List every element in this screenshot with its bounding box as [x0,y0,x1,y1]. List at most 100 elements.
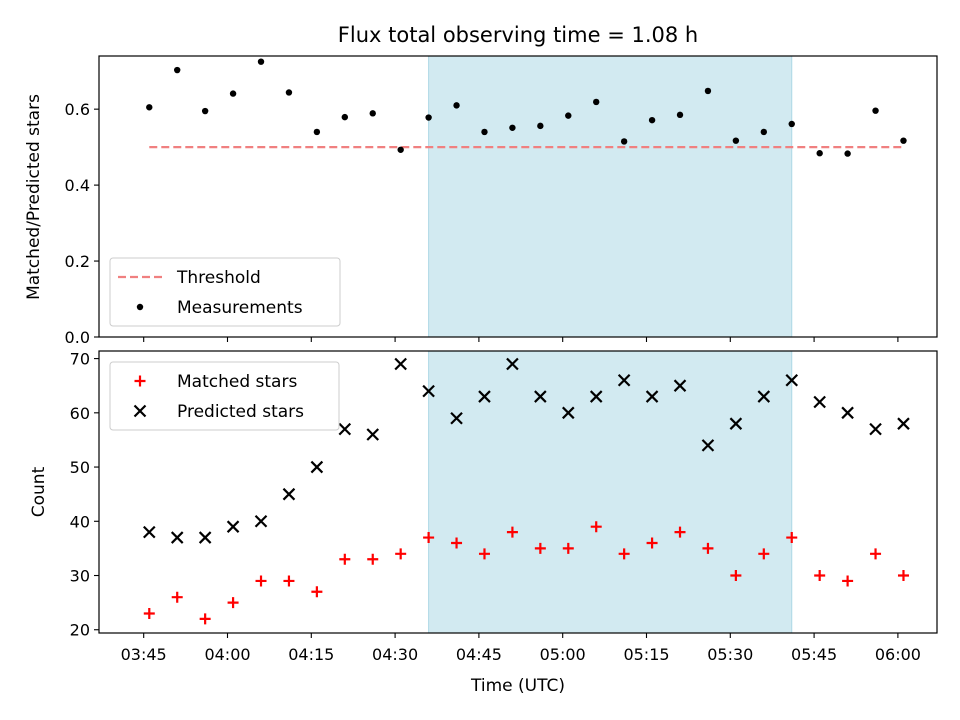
y-tick-label: 60 [70,404,90,423]
predicted-stars-point [617,374,631,387]
measurements-point [369,110,376,117]
predicted-stars-point [170,531,184,544]
x-tick-label: 05:15 [623,645,669,664]
chart-title: Flux total observing time = 1.08 h [338,23,698,47]
predicted-stars-point [589,390,603,403]
predicted-stars-point [198,531,212,544]
x-tick-label: 04:15 [288,645,334,664]
measurements-point [313,128,321,136]
measurements-point [425,114,432,121]
x-tick-label: 03:45 [121,645,167,664]
predicted-stars-point [785,374,799,387]
bottom-legend: Matched stars Predicted stars [109,361,340,431]
matched-stars-point [367,553,379,565]
matched-stars-point [339,553,351,565]
predicted-stars-point [450,411,463,425]
bottom-y-axis-label: Count [29,466,49,517]
measurements-point [732,137,740,144]
legend-label: Threshold [176,268,261,288]
measurements-point [397,146,404,153]
predicted-stars-point [478,390,491,403]
measurements-point [453,102,460,109]
measurements-point [816,150,823,157]
predicted-stars-point [645,390,659,403]
bottom-x-axis: 03:45 04:00 04:15 04:30 04:45 05:00 05:15 05:30… [121,633,921,664]
predicted-stars-point [813,395,826,409]
matched-stars-point [506,526,518,538]
top-x-axis [143,337,899,342]
measurements-point [704,87,712,95]
bottom-panel: 20 30 40 50 60 70 03:45 04:00 04:15 04:30 04:45 05… [29,350,938,664]
matched-stars-point [786,532,798,544]
y-tick-label: 50 [70,458,90,477]
predicted-stars-point [282,487,296,501]
top-legend: Threshold Measurements [109,257,341,327]
predicted-stars-point [226,520,240,533]
matched-stars-point [590,521,602,533]
x-tick-label: 06:00 [875,645,921,664]
matched-stars-point [897,570,909,582]
measurements-point [760,128,768,136]
predicted-stars-point [506,357,519,371]
predicted-stars-point [729,417,743,430]
measurements-point [201,107,209,115]
matched-stars-point [842,575,854,587]
bottom-y-axis: 20 30 40 50 60 70 [70,350,99,640]
measurements-point [872,107,879,114]
top-y-axis: 0.0 0.2 0.4 0.6 [65,100,99,347]
matched-stars-point [702,542,714,554]
x-tick-label: 05:45 [791,645,837,664]
matched-stars-point [311,586,323,598]
bottom-marks [143,357,910,625]
top-marks [146,58,907,157]
measurements-point [229,90,237,97]
observing-window-span [428,350,793,634]
measurements-point [341,113,349,121]
matched-stars-point [618,548,630,560]
bottom-axes-frame [98,350,938,634]
matched-stars-point [451,537,463,549]
predicted-stars-point [143,525,156,539]
measurements-point [285,89,293,96]
matched-stars-point [814,570,826,582]
measurements-point [620,138,628,145]
y-tick-label: 30 [70,567,90,586]
predicted-stars-point [841,406,854,420]
legend-marker [133,404,147,418]
legend-label: Predicted stars [177,402,304,422]
measurements-point [257,58,265,65]
matched-stars-point [423,532,435,544]
measurements-point [481,128,488,136]
measurements-point [146,104,153,111]
x-tick-label: 05:00 [540,645,586,664]
matched-stars-point [534,542,546,554]
x-axis-label: Time (UTC) [470,676,565,696]
predicted-stars-point [338,422,352,436]
predicted-stars-point [366,428,380,441]
legend-marker [136,303,144,311]
matched-stars-point [395,548,407,560]
predicted-stars-point [534,390,547,403]
measurements-point [900,137,907,144]
x-tick-label: 05:30 [707,645,753,664]
predicted-stars-point [254,515,268,528]
measurements-point [565,112,572,119]
y-tick-label: 0.0 [65,328,90,347]
predicted-stars-point [422,384,435,398]
top-panel: 0.0 0.2 0.4 0.6 Matched/Predicted stars Thr… [24,55,938,347]
observing-window-span [428,55,793,338]
legend-label: Matched stars [177,372,297,392]
matched-stars-point [730,570,742,582]
matched-stars-point [283,575,295,587]
predicted-stars-point [897,417,910,430]
top-y-axis-label: Matched/Predicted stars [24,94,44,300]
measurements-point [676,111,684,119]
measurements-point [844,150,851,157]
matched-stars-point [478,548,490,560]
x-tick-label: 04:30 [372,645,418,664]
y-tick-label: 0.4 [65,176,90,195]
measurements-point [537,122,544,130]
matched-stars-point [255,575,267,587]
matched-stars-point [562,542,574,554]
predicted-stars-point [869,422,882,436]
